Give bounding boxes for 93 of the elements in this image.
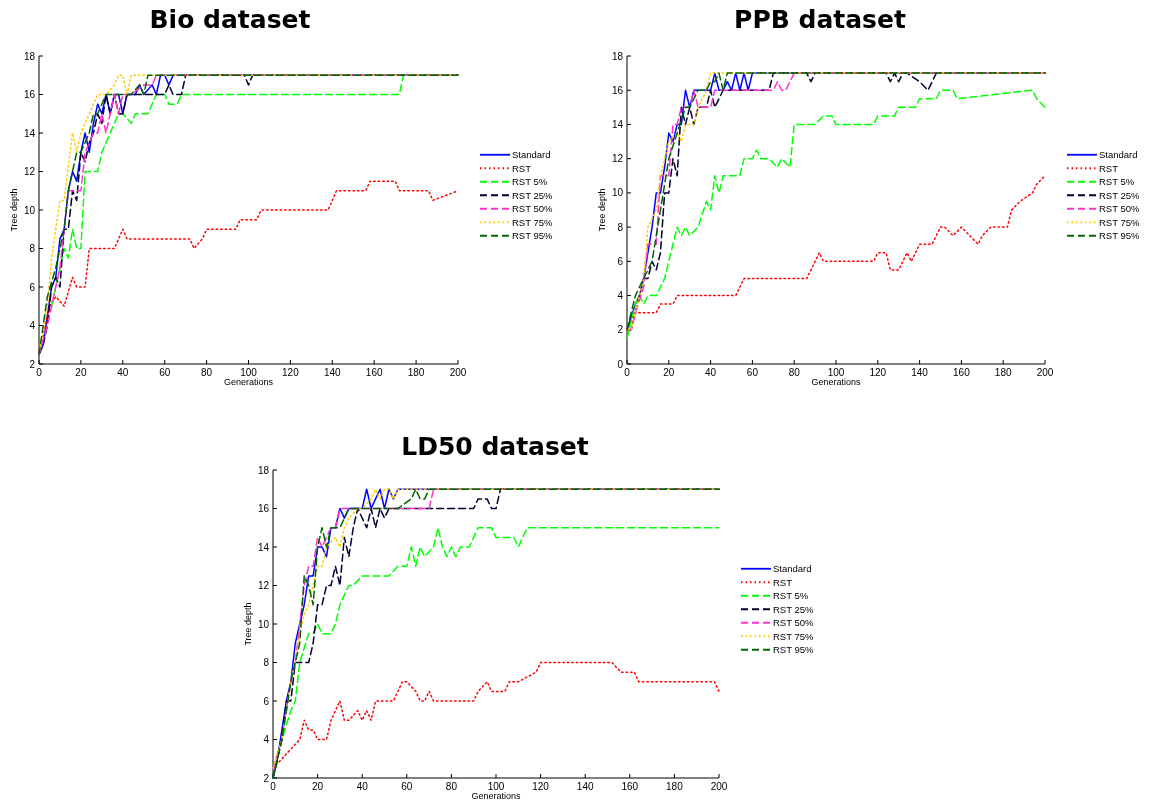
legend-label: RST 75% xyxy=(773,630,815,642)
x-tick-label: 180 xyxy=(666,781,684,792)
y-tick-label: 16 xyxy=(23,89,36,100)
legend-label: RST 50% xyxy=(1099,203,1141,215)
x-tick-label: 0 xyxy=(624,367,631,378)
legend-label: RST xyxy=(773,576,793,588)
legend-label: RST 95% xyxy=(1099,230,1141,242)
x-tick-label: 40 xyxy=(705,367,717,378)
y-tick-label: 2 xyxy=(617,324,624,336)
y-axis-title: Tree depth xyxy=(597,188,607,232)
y-tick-label: 12 xyxy=(23,166,36,177)
y-tick-label: 8 xyxy=(263,657,270,668)
legend-label: Standard xyxy=(773,563,812,575)
legend-label: RST 75% xyxy=(1099,216,1141,228)
chart-title: Bio dataset xyxy=(149,5,311,34)
chart-title: PPB dataset xyxy=(734,5,906,34)
y-axis-title: Tree depth xyxy=(243,602,253,646)
x-tick-label: 80 xyxy=(445,781,458,792)
x-tick-label: 100 xyxy=(827,367,845,378)
y-tick-label: 6 xyxy=(263,695,270,707)
y-tick-label: 14 xyxy=(611,118,624,130)
y-tick-label: 12 xyxy=(611,153,624,165)
y-tick-label: 8 xyxy=(29,243,36,254)
y-tick-label: 16 xyxy=(257,503,270,514)
y-tick-label: 4 xyxy=(617,290,624,302)
x-tick-label: 200 xyxy=(449,367,467,378)
x-tick-label: 80 xyxy=(788,367,801,378)
x-tick-label: 180 xyxy=(407,367,425,378)
y-tick-label: 8 xyxy=(617,221,624,233)
y-tick-label: 2 xyxy=(263,772,270,784)
y-tick-label: 14 xyxy=(257,541,270,553)
x-tick-label: 20 xyxy=(312,781,324,792)
x-tick-label: 120 xyxy=(532,781,550,792)
legend-label: RST 5% xyxy=(512,176,548,188)
y-tick-label: 4 xyxy=(29,320,36,331)
legend-label: RST 5% xyxy=(1099,176,1135,188)
x-tick-label: 0 xyxy=(36,367,43,378)
legend-label: RST 95% xyxy=(512,230,554,242)
x-tick-label: 40 xyxy=(117,367,129,378)
x-tick-label: 0 xyxy=(270,781,277,792)
y-tick-label: 18 xyxy=(257,464,270,476)
x-tick-label: 80 xyxy=(201,367,213,378)
y-tick-label: 10 xyxy=(257,618,270,630)
line-series xyxy=(272,661,720,770)
x-tick-label: 60 xyxy=(159,367,171,378)
y-tick-label: 0 xyxy=(617,358,624,370)
x-axis-title: Generations xyxy=(223,377,274,387)
legend-label: RST 25% xyxy=(1099,189,1141,201)
legend-label: RST 25% xyxy=(512,189,554,201)
legend-label: RST xyxy=(512,162,532,174)
x-tick-label: 20 xyxy=(75,367,87,378)
y-tick-label: 2 xyxy=(29,358,36,370)
x-tick-label: 160 xyxy=(365,367,383,378)
y-tick-label: 6 xyxy=(29,281,36,293)
x-tick-label: 160 xyxy=(621,781,639,792)
legend-label: RST 50% xyxy=(512,203,554,215)
y-axis-title: Tree depth xyxy=(9,188,19,232)
legend-label: Standard xyxy=(512,149,551,161)
x-tick-label: 140 xyxy=(576,781,594,792)
y-tick-label: 10 xyxy=(23,204,36,216)
x-tick-label: 200 xyxy=(1036,367,1054,378)
y-tick-label: 14 xyxy=(23,127,36,139)
legend-label: Standard xyxy=(1099,149,1138,161)
line-series xyxy=(38,74,459,356)
x-tick-label: 100 xyxy=(487,781,505,792)
legend-label: RST 50% xyxy=(773,617,815,629)
x-tick-label: 40 xyxy=(356,781,369,792)
legend-label: RST 95% xyxy=(773,644,815,656)
y-tick-label: 10 xyxy=(611,187,624,199)
x-tick-label: 20 xyxy=(663,367,675,378)
chart-title: LD50 dataset xyxy=(401,432,589,461)
legend-label: RST 75% xyxy=(512,216,554,228)
x-tick-label: 180 xyxy=(994,367,1012,378)
x-tick-label: 160 xyxy=(953,367,971,378)
x-tick-label: 140 xyxy=(911,367,929,378)
x-tick-label: 200 xyxy=(710,781,728,792)
y-tick-label: 18 xyxy=(23,50,36,62)
legend-label: RST 5% xyxy=(773,590,809,602)
legend-label: RST xyxy=(1099,162,1119,174)
x-tick-label: 140 xyxy=(323,367,342,378)
y-tick-label: 12 xyxy=(257,580,270,591)
y-tick-label: 18 xyxy=(611,50,624,62)
y-tick-label: 16 xyxy=(611,84,624,96)
x-tick-label: 60 xyxy=(746,367,759,378)
x-axis-title: Generations xyxy=(811,377,862,387)
x-tick-label: 100 xyxy=(240,367,258,378)
x-axis-title: Generations xyxy=(471,791,522,801)
x-tick-label: 120 xyxy=(869,367,887,378)
y-tick-label: 4 xyxy=(263,734,270,745)
y-tick-label: 6 xyxy=(617,255,624,267)
x-tick-label: 60 xyxy=(401,781,413,792)
x-tick-label: 120 xyxy=(282,367,300,378)
legend-label: RST 25% xyxy=(773,603,815,615)
